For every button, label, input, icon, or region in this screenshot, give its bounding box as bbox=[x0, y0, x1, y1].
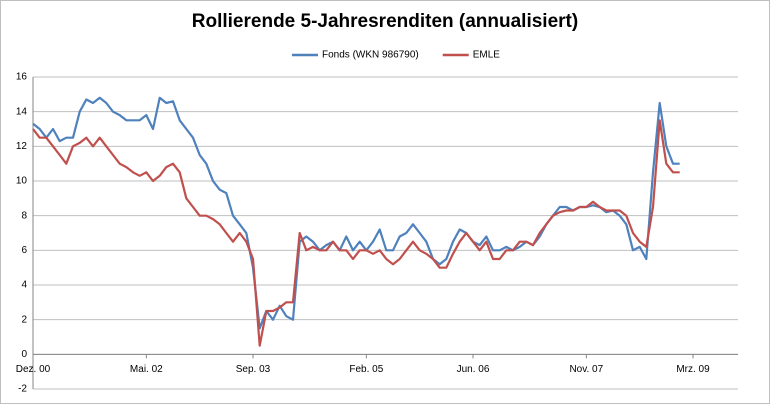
x-tick-label: Dez. 00 bbox=[16, 364, 51, 375]
y-tick-label: 6 bbox=[21, 245, 27, 256]
y-tick-label: 12 bbox=[16, 141, 28, 152]
series-line bbox=[32, 119, 680, 347]
y-tick-label: 0 bbox=[21, 349, 27, 360]
x-tick-label: Mrz. 09 bbox=[676, 364, 710, 375]
y-tick-label: 14 bbox=[16, 106, 28, 117]
y-tick-label: 16 bbox=[16, 72, 28, 83]
legend-label: EMLE bbox=[473, 50, 501, 61]
y-tick-label: 8 bbox=[21, 210, 27, 221]
y-tick-label: -2 bbox=[18, 384, 27, 395]
x-tick-label: Mai. 02 bbox=[130, 364, 163, 375]
x-tick-label: Jun. 06 bbox=[457, 364, 490, 375]
x-tick-label: Feb. 05 bbox=[349, 364, 383, 375]
y-tick-label: 10 bbox=[16, 176, 28, 187]
x-tick-label: Nov. 07 bbox=[569, 364, 603, 375]
x-tick-label: Sep. 03 bbox=[236, 364, 271, 375]
y-tick-label: 2 bbox=[21, 314, 27, 325]
legend-label: Fonds (WKN 986790) bbox=[322, 50, 419, 61]
chart-title: Rollierende 5-Jahresrenditen (annualisie… bbox=[192, 11, 578, 32]
y-tick-label: 4 bbox=[21, 280, 27, 291]
